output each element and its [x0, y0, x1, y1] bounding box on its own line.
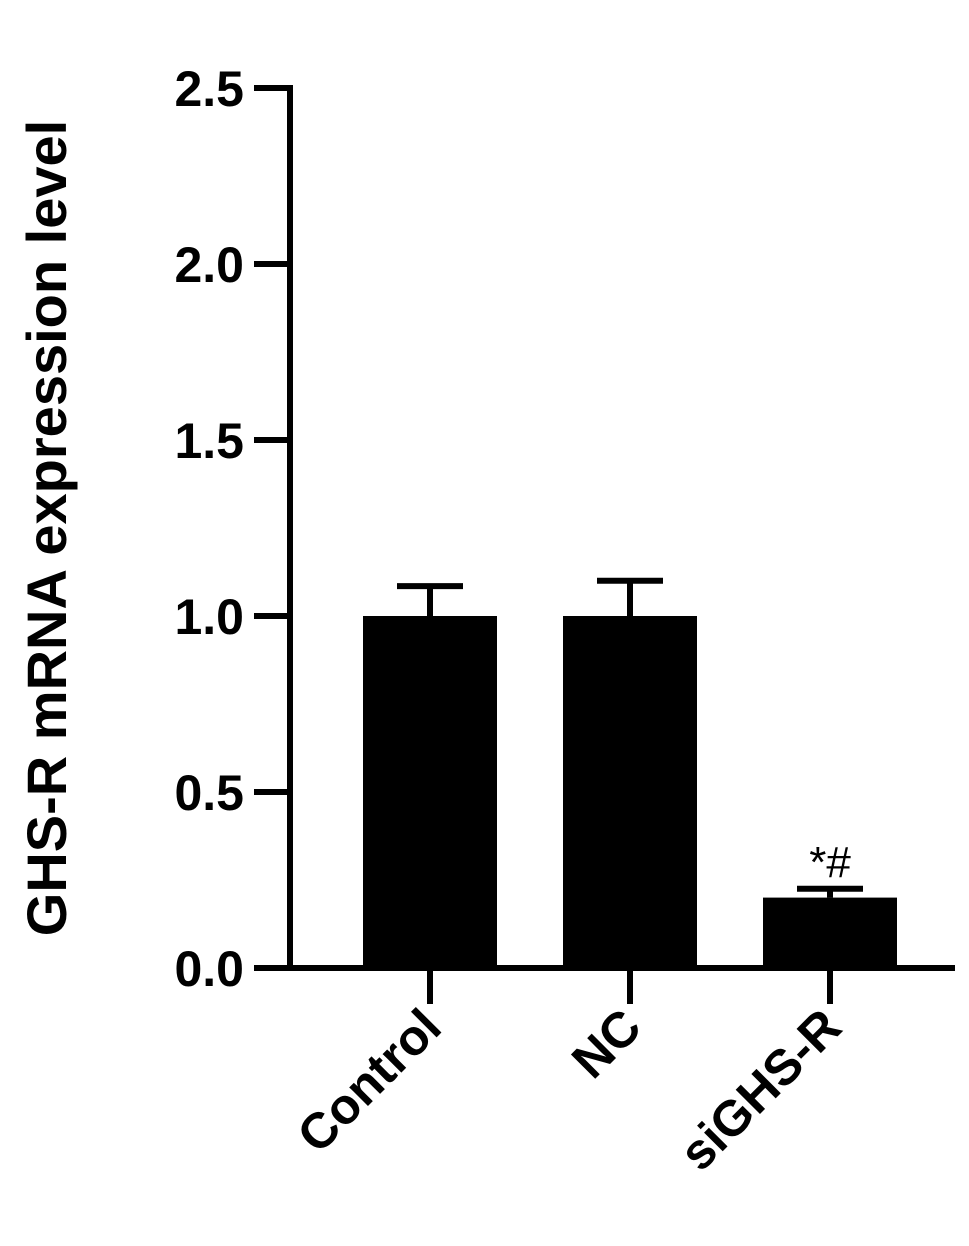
y-tick-label: 2.0: [174, 237, 244, 293]
bar-nc: [563, 616, 697, 968]
y-ticks: 0.0 0.5 1.0 1.5 2.0 2.5: [174, 61, 290, 997]
significance-annotation: *#: [809, 838, 851, 887]
bar-control: [363, 616, 497, 968]
x-tick-labels: Control NC siGHS-R: [287, 968, 852, 1181]
y-tick-label: 0.5: [174, 765, 244, 821]
y-tick-label: 0.0: [174, 941, 244, 997]
y-tick-label: 1.0: [174, 589, 244, 645]
y-tick-label: 1.5: [174, 413, 244, 469]
x-tick-label: siGHS-R: [669, 998, 852, 1181]
y-tick-label: 2.5: [174, 61, 244, 117]
bars: *#: [363, 577, 897, 968]
y-axis-label: GHS-R mRNA expression level: [15, 120, 78, 936]
x-tick-label: Control: [287, 998, 452, 1163]
x-tick-label: NC: [561, 998, 652, 1089]
bar-sighs-r: [763, 897, 897, 968]
